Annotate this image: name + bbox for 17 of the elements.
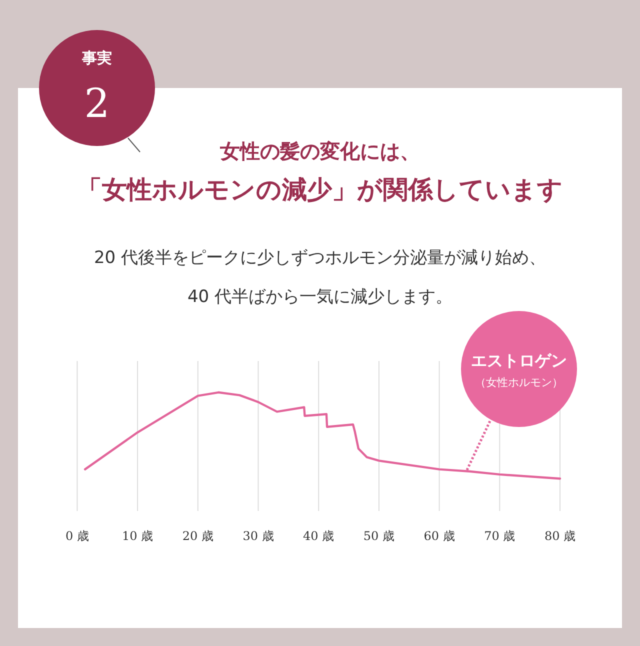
text: 2: [84, 81, 110, 127]
x-tick-label: 60 歳: [424, 529, 455, 543]
chart-subtitle: 「女性ホルモンの減少」が関係しています: [77, 175, 563, 204]
x-tick-label: 0 歳: [65, 529, 89, 543]
text: 40 代半ばから一気に減少します。: [187, 287, 453, 307]
x-tick-label: 80 歳: [544, 529, 576, 543]
text: エストロゲン: [471, 351, 567, 370]
x-tick-label: 50 歳: [363, 529, 394, 543]
x-tick-label: 20 歳: [182, 529, 214, 543]
x-tick-label: 40 歳: [303, 529, 334, 543]
x-tick-label: 10 歳: [122, 529, 154, 543]
x-tick-label: 70 歳: [484, 529, 516, 543]
text: （女性ホルモン）: [475, 376, 563, 389]
text: 20 代後半をピークに少しずつホルモン分泌量が減り始め、: [94, 248, 546, 268]
x-tick-label: 30 歳: [242, 529, 274, 543]
chart-title: 女性の髪の変化には、: [219, 139, 420, 163]
text: 事実: [81, 49, 112, 67]
